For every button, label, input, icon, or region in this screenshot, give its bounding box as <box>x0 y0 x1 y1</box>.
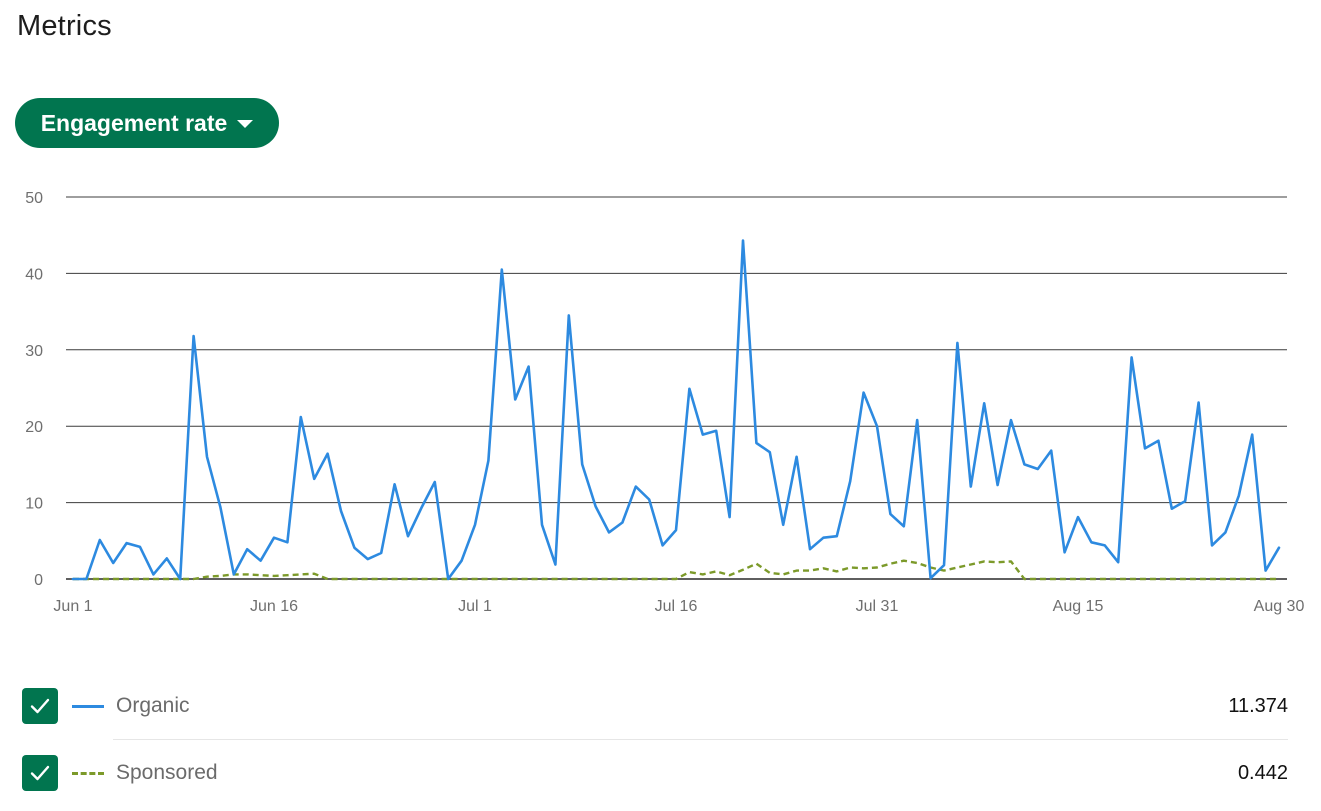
caret-down-icon <box>237 120 254 128</box>
sponsored-line-swatch <box>72 771 104 775</box>
legend-label: Organic <box>116 694 190 717</box>
sponsored-series-line <box>73 559 1279 581</box>
legend-item-organic: Organic 11.374 <box>22 688 1288 724</box>
x-tick-label: Aug 15 <box>1053 598 1104 615</box>
x-tick-label: Jul 1 <box>458 598 492 615</box>
y-tick-label: 20 <box>25 419 43 436</box>
legend-label: Sponsored <box>116 761 218 784</box>
organic-series-line <box>71 239 1281 581</box>
y-tick-label: 10 <box>25 496 43 513</box>
y-tick-label: 0 <box>34 572 43 589</box>
organic-line-swatch <box>72 704 104 708</box>
engagement-line-chart: 0 10 20 30 40 50 Jun 1 Jun 16 Jul 1 Jul 16 Jul 31… <box>25 190 1305 615</box>
legend-value: 11.374 <box>1228 694 1288 717</box>
x-tick-label: Jun 1 <box>53 598 92 615</box>
x-tick-label: Jul 31 <box>856 598 899 615</box>
y-tick-label: 30 <box>25 343 43 360</box>
checkmark-icon <box>30 698 50 714</box>
legend-value: 0.442 <box>1237 761 1288 784</box>
y-tick-label: 40 <box>25 266 43 283</box>
checkmark-icon <box>30 765 50 781</box>
metric-dropdown[interactable]: Engagement rate <box>15 98 279 148</box>
organic-checkbox[interactable] <box>22 688 58 724</box>
y-tick-label: 50 <box>25 190 43 207</box>
x-tick-label: Jul 16 <box>655 598 698 615</box>
legend-item-sponsored: Sponsored 0.442 <box>22 755 1288 791</box>
page-title: Metrics <box>17 10 112 42</box>
x-tick-label: Aug 30 <box>1254 598 1305 615</box>
legend-divider <box>113 739 1288 740</box>
metric-dropdown-label: Engagement rate <box>40 109 228 136</box>
sponsored-checkbox[interactable] <box>22 755 58 791</box>
x-tick-label: Jun 16 <box>250 598 298 615</box>
